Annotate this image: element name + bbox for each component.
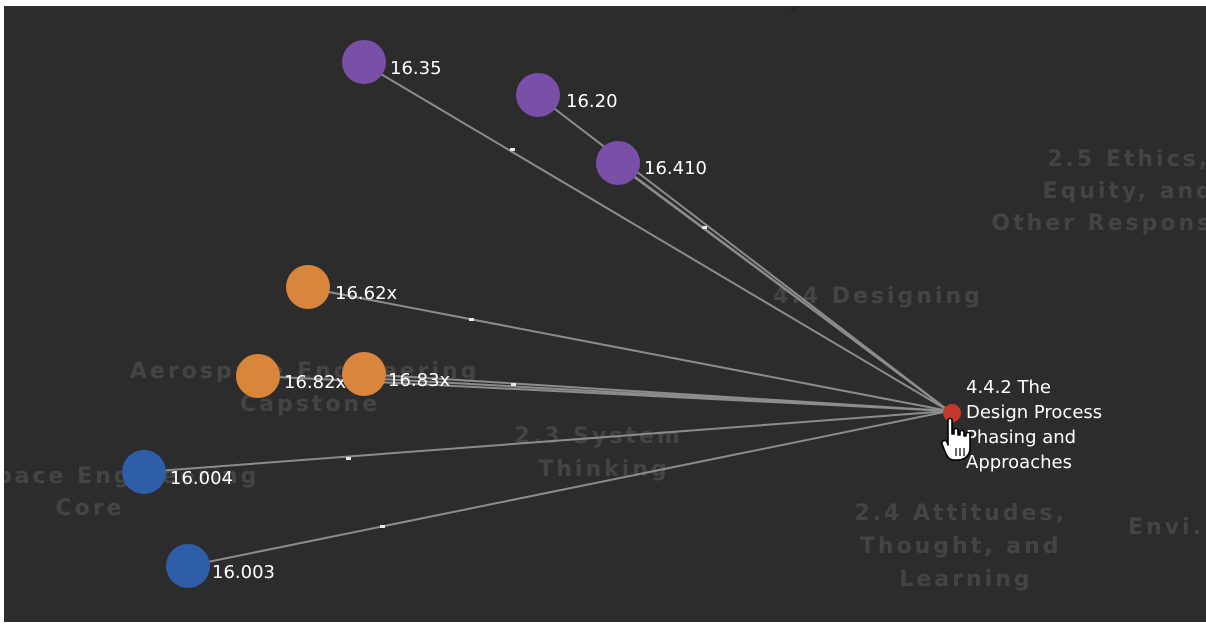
node-label: 16.20: [566, 91, 618, 112]
target-label-line: 4.4.2 The: [966, 377, 1051, 398]
graph-svg: 2.5 Ethics, Equity, and Other Responsib.…: [4, 40, 1206, 592]
node-label: 16.82x: [284, 372, 347, 393]
node-16.35[interactable]: 16.35: [342, 40, 442, 84]
bg-label-line: Equity, and: [1042, 179, 1206, 204]
bg-label-line: Envi...: [1128, 515, 1206, 540]
edge-16.83x-b: [363, 377, 950, 412]
node-16.410[interactable]: 16.410: [596, 141, 707, 185]
target-label-line: Phasing and: [966, 427, 1076, 448]
node-circle[interactable]: [342, 40, 386, 84]
edge-marker: [510, 148, 515, 151]
node-16.62x[interactable]: 16.62x: [286, 265, 398, 309]
target-node-circle[interactable]: [943, 404, 961, 422]
bg-label-attitudes: 2.4 Attitudes, Thought, and Learning: [854, 501, 1077, 592]
target-label-line: Approaches: [966, 452, 1072, 473]
bg-label-line: Other Responsib...: [991, 211, 1206, 236]
edge-16.004: [143, 410, 950, 473]
edge-marker: [346, 457, 351, 460]
node-label: 16.35: [390, 58, 442, 79]
edge-16.62x: [307, 287, 950, 412]
node-label: 16.83x: [388, 370, 451, 391]
node-label: 16.410: [644, 158, 707, 179]
node-label: 16.004: [170, 468, 233, 489]
bg-label-line: 4.4 Designing: [773, 284, 983, 309]
node-circle[interactable]: [122, 450, 166, 494]
bg-label-designing: 4.4 Designing: [773, 284, 983, 309]
node-16.82x[interactable]: 16.82x: [236, 354, 347, 398]
top-strip-text: y: [694, 6, 894, 12]
node-circle[interactable]: [236, 354, 280, 398]
bg-label-line: 2.4 Attitudes,: [854, 501, 1067, 526]
node-16.20[interactable]: 16.20: [516, 73, 618, 117]
edges: [143, 63, 950, 567]
node-label: 16.003: [212, 562, 275, 583]
bg-label-system-thinking: 2.3 System Thinking: [515, 424, 694, 482]
bg-label-line: 2.3 System: [515, 424, 683, 449]
node-circle[interactable]: [516, 73, 560, 117]
hand-pointer-icon: [941, 417, 971, 461]
edge-marker: [380, 525, 385, 528]
node-circle[interactable]: [596, 141, 640, 185]
node-16.003[interactable]: 16.003: [166, 544, 275, 588]
edge-16.35: [363, 63, 950, 412]
node-circle[interactable]: [166, 544, 210, 588]
bg-label-line: Core: [55, 496, 124, 521]
bg-label-environment: Envi...: [1128, 515, 1206, 540]
graph-canvas[interactable]: 2.5 Ethics, Equity, and Other Responsib.…: [4, 6, 1206, 622]
background-labels: 2.5 Ethics, Equity, and Other Responsib.…: [4, 147, 1206, 592]
bg-label-line: Thinking: [538, 457, 669, 482]
bg-label-ethics: 2.5 Ethics, Equity, and Other Responsib.…: [991, 147, 1206, 236]
node-16.004[interactable]: 16.004: [122, 450, 233, 494]
node-label: 16.62x: [335, 283, 398, 304]
edge-marker: [469, 318, 474, 321]
edge-marker: [511, 383, 516, 386]
target-node-4.4.2[interactable]: 4.4.2 The Design Process Phasing and App…: [943, 377, 1108, 473]
node-circle[interactable]: [342, 352, 386, 396]
edge-16.003: [187, 410, 950, 567]
edge-16.410-b: [621, 167, 950, 412]
target-label-line: Design Process: [966, 402, 1102, 423]
bg-label-aerospace-capstone: Aerospace Engineering Capstone: [130, 359, 490, 417]
bg-label-line: Thought, and: [860, 534, 1062, 559]
node-16.83x[interactable]: 16.83x: [342, 352, 451, 396]
target-node-label: 4.4.2 The Design Process Phasing and App…: [966, 377, 1108, 473]
edge-marker: [702, 226, 707, 229]
bg-label-line: 2.5 Ethics,: [1047, 147, 1206, 172]
bg-label-line: Learning: [899, 567, 1032, 592]
nodes: 16.35 16.20 16.410 16.62x 16.82x 16.83x: [122, 40, 1108, 588]
bg-label-line: Aerospace Engineering: [130, 359, 480, 384]
node-circle[interactable]: [286, 265, 330, 309]
